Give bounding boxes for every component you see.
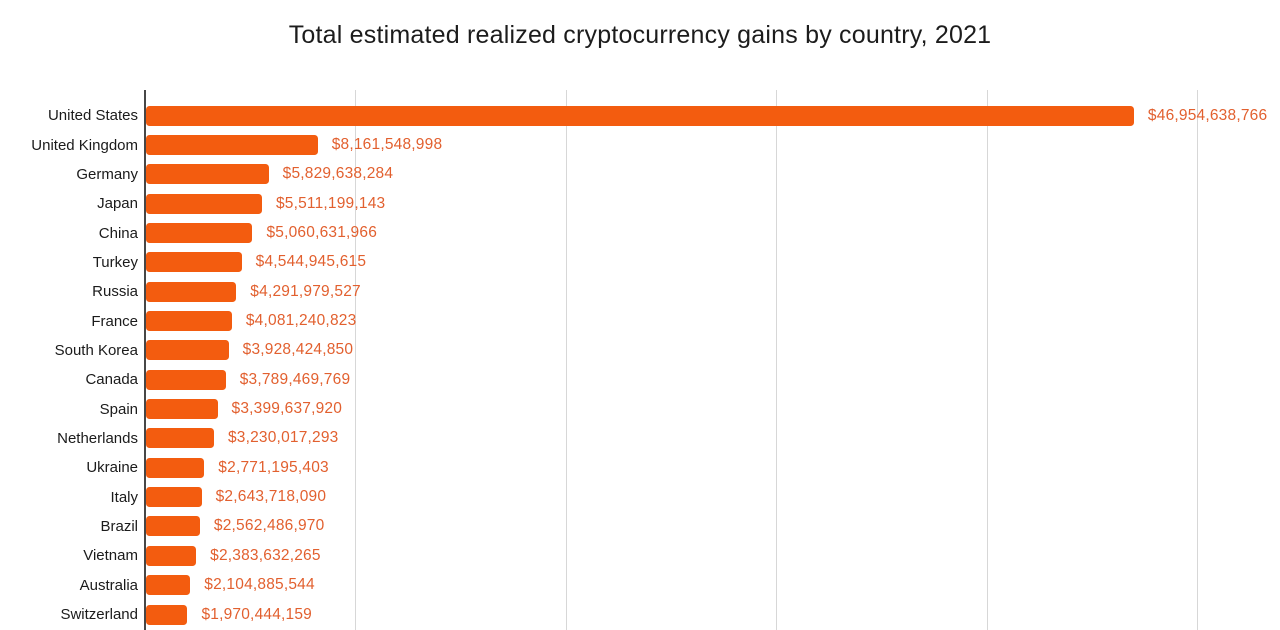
- value-label: $4,544,945,615: [255, 253, 367, 271]
- country-label: Australia: [79, 576, 138, 594]
- country-label: South Korea: [54, 341, 138, 359]
- bar-row: Netherlands $3,230,017,293: [0, 424, 1280, 453]
- x-gridline: [986, 90, 988, 630]
- value-label: $5,060,631,966: [266, 224, 378, 242]
- value-bar: [146, 252, 242, 273]
- x-gridline: [1197, 90, 1198, 630]
- bar-row: South Korea $3,928,424,850: [0, 336, 1280, 365]
- bar-row: Turkey $4,544,945,615: [0, 248, 1280, 277]
- country-label: United States: [47, 107, 138, 125]
- country-label: Switzerland: [60, 606, 138, 624]
- country-label: France: [91, 312, 138, 330]
- country-label: Germany: [76, 165, 138, 183]
- value-label: $4,291,979,527: [250, 282, 361, 300]
- bar-row: Germany $5,829,638,284: [0, 160, 1280, 189]
- country-label: United Kingdom: [31, 136, 138, 154]
- value-label: $3,789,469,769: [239, 370, 351, 388]
- y-axis-line: [144, 90, 146, 630]
- value-bar: [146, 487, 202, 508]
- value-bar: [146, 428, 214, 449]
- x-gridline: [776, 90, 778, 630]
- bar-row: Ukraine $2,771,195,403: [0, 453, 1280, 482]
- value-label: $46,954,638,766: [1147, 106, 1268, 124]
- bar-row: Switzerland $1,970,444,159: [0, 600, 1280, 629]
- value-label: $3,230,017,293: [227, 429, 339, 447]
- value-bar: [146, 164, 269, 185]
- value-label: $8,161,548,998: [331, 136, 443, 154]
- country-label: Japan: [97, 195, 138, 213]
- value-bar: [146, 457, 205, 478]
- value-bar: [146, 340, 229, 361]
- country-label: Netherlands: [57, 429, 138, 447]
- value-bar: [146, 545, 197, 566]
- country-label: Canada: [85, 371, 138, 389]
- bar-row: Russia $4,291,979,527: [0, 277, 1280, 306]
- value-bar: [146, 575, 191, 596]
- value-bar: [146, 105, 1134, 126]
- value-label: $2,383,632,265: [210, 546, 321, 564]
- country-label: Turkey: [92, 253, 138, 271]
- value-bar: [146, 604, 188, 625]
- x-gridline: [565, 90, 567, 630]
- x-gridline: [355, 90, 357, 630]
- value-label: $2,562,486,970: [213, 517, 325, 535]
- value-bar: [146, 193, 262, 214]
- value-label: $3,399,637,920: [231, 400, 343, 418]
- bar-row: Vietnam $2,383,632,265: [0, 541, 1280, 570]
- value-bar: [146, 223, 253, 244]
- bar-row: Spain $3,399,637,920: [0, 394, 1280, 423]
- bar-row: Canada $3,789,469,769: [0, 365, 1280, 394]
- value-bar: [146, 399, 218, 420]
- country-label: Spain: [99, 400, 138, 418]
- bar-row: United Kingdom $8,161,548,998: [0, 130, 1280, 159]
- bar-row: United States $46,954,638,766: [0, 101, 1280, 130]
- value-label: $2,643,718,090: [215, 488, 327, 506]
- country-label: Italy: [110, 488, 138, 506]
- country-label: China: [98, 224, 138, 242]
- country-label: Brazil: [100, 517, 138, 535]
- value-label: $2,771,195,403: [218, 458, 329, 476]
- country-label: Ukraine: [86, 459, 138, 477]
- value-bar: [146, 135, 318, 156]
- bar-chart-plot-area: United States $46,954,638,766 United Kingd…: [0, 90, 1280, 630]
- bar-row: Italy $2,643,718,090: [0, 482, 1280, 511]
- country-label: Vietnam: [83, 547, 138, 565]
- value-label: $5,829,638,284: [282, 165, 394, 183]
- bar-row: Australia $2,104,885,544: [0, 571, 1280, 600]
- country-label: Russia: [92, 283, 138, 301]
- bar-row: Brazil $2,562,486,970: [0, 512, 1280, 541]
- bar-row: France $4,081,240,823: [0, 306, 1280, 335]
- value-label: $4,081,240,823: [245, 312, 357, 330]
- value-bar: [146, 281, 237, 302]
- bar-row: China $5,060,631,966: [0, 218, 1280, 247]
- value-label: $5,511,199,143: [275, 194, 386, 212]
- chart-title: Total estimated realized cryptocurrency …: [288, 21, 992, 49]
- value-bar: [146, 516, 200, 537]
- value-label: $1,970,444,159: [201, 605, 312, 623]
- bar-row: Japan $5,511,199,143: [0, 189, 1280, 218]
- value-label: $3,928,424,850: [242, 341, 354, 359]
- value-label: $2,104,885,544: [204, 576, 315, 594]
- value-bar: [146, 369, 226, 390]
- chart-rows: United States $46,954,638,766 United Kingd…: [0, 101, 1280, 629]
- value-bar: [146, 311, 232, 332]
